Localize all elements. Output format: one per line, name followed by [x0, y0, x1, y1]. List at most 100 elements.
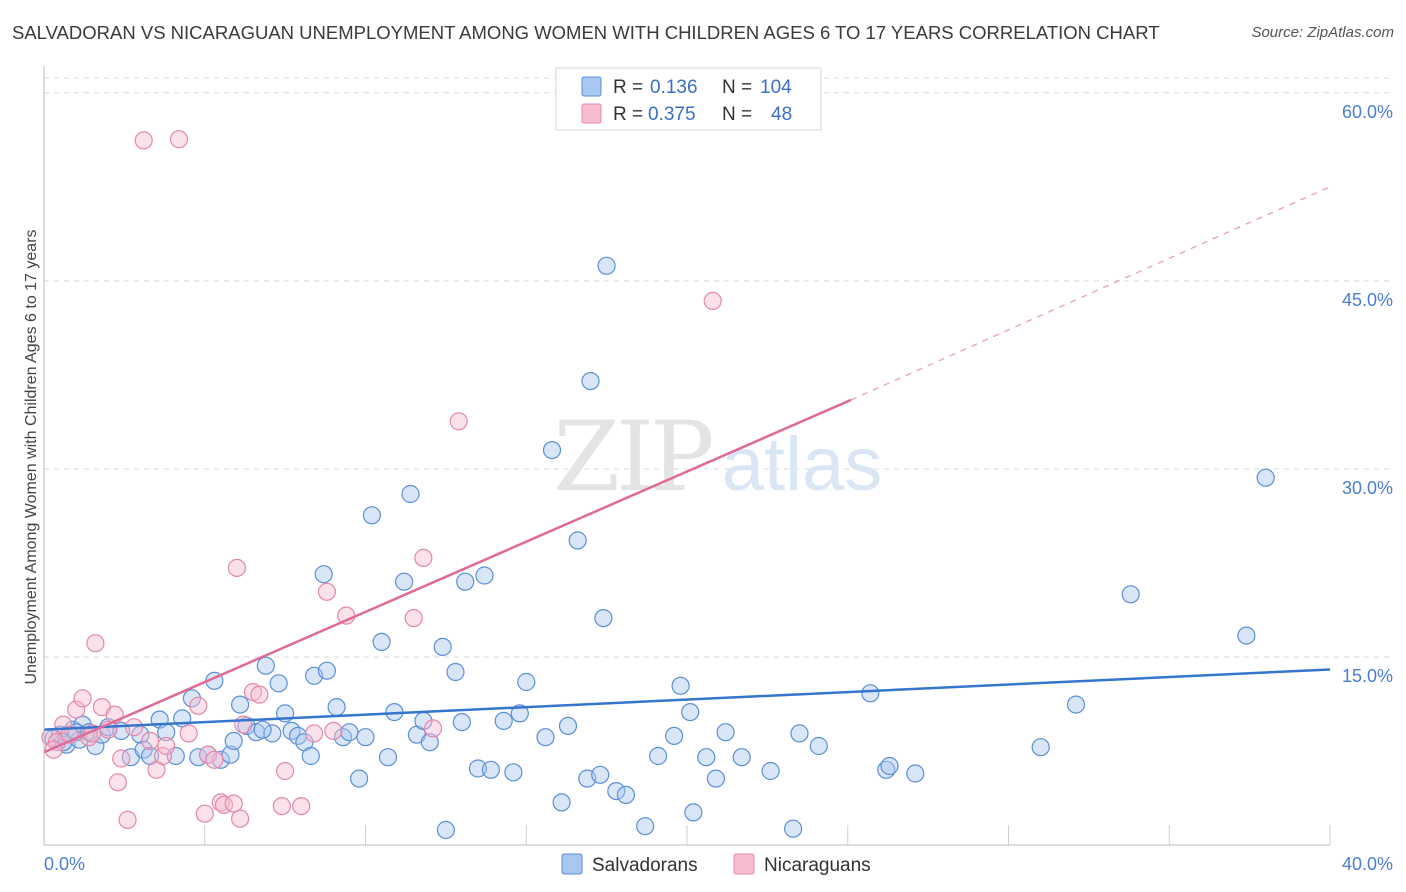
nicaraguan-trend-line	[43, 398, 852, 754]
nicaraguan-point	[108, 773, 128, 792]
nicaraguan-point	[234, 715, 253, 734]
salvadoran-point	[597, 256, 616, 275]
salvadoran-point	[681, 702, 700, 722]
trend-lines	[43, 186, 1331, 754]
salvadoran-point	[783, 819, 803, 838]
salvadoran-point	[809, 736, 828, 756]
y-axis-title: Unemployment Among Women with Children A…	[23, 229, 40, 684]
chart-title: SALVADORAN VS NICARAGUAN UNEMPLOYMENT AM…	[12, 22, 1160, 43]
salvadoran-point	[362, 506, 381, 525]
legend-label-salvadorans: Salvadorans	[592, 855, 698, 876]
salvadoran-point	[591, 765, 610, 784]
salvadoran-point	[224, 731, 243, 751]
nicaraguan-point	[272, 796, 291, 816]
salvadoran-point	[790, 724, 809, 743]
nicaraguan-point	[250, 685, 269, 704]
stats-r-label-salvadoran: R =	[613, 77, 643, 98]
salvadoran-point	[517, 672, 536, 692]
salvadoran-point	[263, 724, 282, 743]
salvadoran-point	[182, 689, 201, 708]
salvadoran-point	[494, 711, 513, 731]
salvadoran-point	[697, 748, 716, 767]
nicaraguan-point	[224, 794, 243, 813]
y-tick-labels: 15.0% 30.0% 45.0% 60.0%	[1342, 102, 1393, 686]
nicaraguan-point	[276, 761, 295, 781]
nicaraguan-point	[324, 721, 343, 741]
legend-swatch-nicaraguans	[733, 853, 755, 875]
axes	[43, 66, 1330, 846]
grid-lines	[44, 77, 1392, 658]
salvadoran-point	[581, 372, 600, 391]
salvadoran-point	[378, 748, 398, 767]
stats-n-label-salvadoran: N =	[722, 77, 752, 98]
y-tick-label: 60.0%	[1342, 102, 1393, 122]
x-tick-label-min: 0.0%	[44, 854, 85, 874]
series-legend: Salvadorans Nicaraguans	[561, 853, 871, 876]
nicaraguan-point	[179, 724, 198, 743]
salvadoran-point	[732, 748, 751, 767]
nicaraguan-point	[214, 795, 234, 815]
salvadoran-point	[558, 716, 578, 736]
salvadoran-point	[301, 746, 320, 766]
stats-legend: R = 0.136 N = 104 R = 0.375 N = 48	[555, 67, 822, 131]
salvadoran-point	[1066, 695, 1086, 714]
nicaraguan-point	[112, 749, 131, 768]
nicaraguan-point	[414, 548, 433, 568]
nicaraguan-point	[134, 131, 153, 150]
nicaraguan-trend-extension	[850, 186, 1331, 401]
salvadoran-point	[166, 746, 185, 766]
nicaraguan-point	[86, 634, 105, 653]
salvadoran-point	[420, 733, 439, 752]
x-tick-label-max: 40.0%	[1342, 854, 1393, 874]
salvadoran-point	[552, 793, 571, 812]
stats-r-value-nicaraguan: 0.375	[648, 104, 696, 125]
salvadoran-point	[761, 761, 780, 781]
stats-r-value-salvadoran: 0.136	[650, 77, 698, 98]
nicaraguan-point	[205, 750, 224, 769]
salvadoran-point	[1256, 468, 1275, 487]
salvadoran-point	[221, 745, 240, 764]
nicaraguan-point	[449, 412, 468, 431]
salvadoran-point	[594, 608, 613, 628]
salvadoran-point	[536, 728, 555, 747]
nicaraguan-point	[195, 804, 214, 823]
salvadoran-point	[340, 723, 359, 742]
salvadoran-points	[44, 256, 1275, 840]
chart-source: Source: ZipAtlas.com	[1251, 24, 1394, 41]
salvadoran-point	[401, 484, 420, 504]
nicaraguan-point	[157, 736, 176, 756]
salvadoran-point	[481, 760, 500, 779]
y-tick-label: 45.0%	[1342, 290, 1393, 310]
salvadoran-point	[468, 759, 488, 778]
nicaraguan-points	[41, 130, 722, 830]
salvadoran-point	[327, 697, 346, 717]
legend-swatch-salvadorans	[561, 853, 583, 875]
nicaraguan-point	[124, 718, 144, 737]
salvadoran-point	[256, 656, 275, 675]
x-tick-marks	[43, 825, 1331, 845]
salvadoran-point	[456, 572, 475, 591]
salvadoran-point	[372, 632, 391, 652]
salvadoran-point	[231, 695, 250, 714]
stats-swatch-salvadoran	[581, 76, 602, 97]
nicaraguan-point	[73, 689, 92, 708]
watermark-atlas: atlas	[722, 422, 883, 507]
salvadoran-point	[1237, 626, 1256, 645]
nicaraguan-point	[153, 746, 173, 766]
y-tick-label: 30.0%	[1342, 478, 1393, 498]
nicaraguan-point	[169, 130, 189, 149]
salvadoran-point	[671, 676, 690, 695]
stats-n-value-salvadoran: 104	[760, 77, 792, 98]
salvadoran-point	[1031, 738, 1050, 757]
salvadoran-point	[568, 531, 587, 550]
salvadoran-point	[317, 661, 336, 680]
salvadoran-point	[395, 572, 414, 591]
nicaraguan-point	[423, 719, 443, 738]
salvadoran-point	[253, 720, 272, 739]
nicaraguan-point	[118, 810, 137, 830]
salvadoran-point	[648, 746, 668, 766]
salvadoran-point	[880, 756, 899, 776]
nicaraguan-point	[317, 582, 336, 601]
nicaraguan-point	[292, 796, 311, 816]
